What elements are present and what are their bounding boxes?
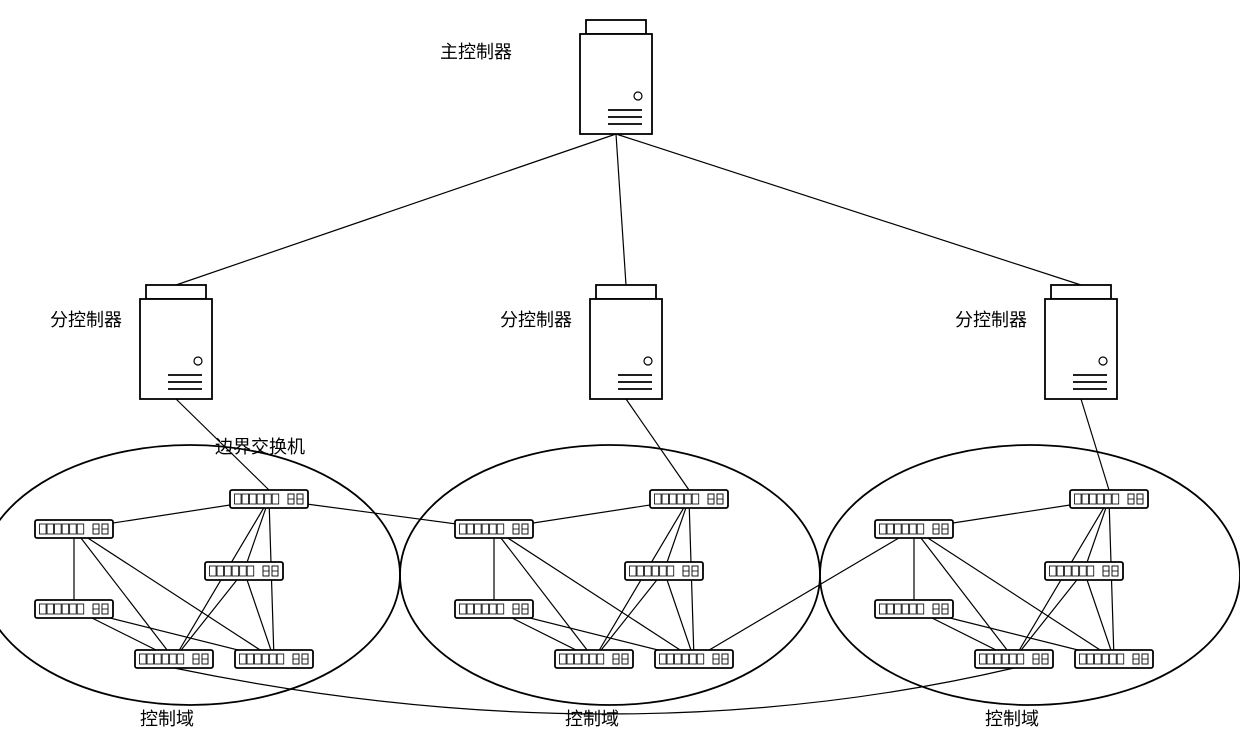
edge-master-sub1 xyxy=(176,134,616,285)
domain-1-s1 xyxy=(35,520,113,538)
label-border_switch: 边界交换机 xyxy=(215,437,305,457)
domain-2-s5 xyxy=(555,650,633,668)
domain-3-s5 xyxy=(975,650,1053,668)
label-sub3: 分控制器 xyxy=(955,310,1027,330)
domain-3-edge-s1-s5 xyxy=(914,529,1014,659)
domain-2-s3 xyxy=(625,562,703,580)
domain-1-s6 xyxy=(235,650,313,668)
domain-3-edge-s1-s6 xyxy=(914,529,1114,659)
domain-1-s2 xyxy=(230,490,308,508)
domain-3-s1 xyxy=(875,520,953,538)
edge-master-sub2 xyxy=(616,134,626,285)
label-domain2: 控制域 xyxy=(565,709,619,729)
long-arc-d0s5-d2s5 xyxy=(174,668,1014,714)
domain-3-s6 xyxy=(1075,650,1153,668)
xedge-d1s6-d2s1 xyxy=(694,529,914,659)
domain-1-edge-s1-s6 xyxy=(74,529,274,659)
domain-1-s4 xyxy=(35,600,113,618)
domain-1-s5 xyxy=(135,650,213,668)
domain-1-edge-s1-s5 xyxy=(74,529,174,659)
label-master: 主控制器 xyxy=(440,42,512,62)
domain-1-edge-s3-s5 xyxy=(174,571,244,659)
network-diagram: 主控制器分控制器 分控制器 分控制器边界交换机控制域 控制域 控制域 xyxy=(0,0,1240,741)
domain-2-edge-s1-s5 xyxy=(494,529,594,659)
server-sub3 xyxy=(1045,285,1117,399)
domain-2-edge-s3-s6 xyxy=(664,571,694,659)
domain-1-edge-s3-s6 xyxy=(244,571,274,659)
domain-1-s3 xyxy=(205,562,283,580)
domain-2-edge-s3-s5 xyxy=(594,571,664,659)
label-sub2: 分控制器 xyxy=(500,310,572,330)
server-sub2 xyxy=(590,285,662,399)
domain-3-s4 xyxy=(875,600,953,618)
domain-2-s1 xyxy=(455,520,533,538)
domain-2-edge-s1-s6 xyxy=(494,529,694,659)
edges-layer xyxy=(74,134,1114,714)
domain-2-s2 xyxy=(650,490,728,508)
label-sub1: 分控制器 xyxy=(50,310,122,330)
domain-3-edge-s3-s5 xyxy=(1014,571,1084,659)
domain-3-edge-s3-s6 xyxy=(1084,571,1114,659)
label-domain3: 控制域 xyxy=(985,709,1039,729)
edge-sub2-d1s2 xyxy=(626,399,689,490)
server-master xyxy=(580,20,652,134)
edge-sub3-d2s2 xyxy=(1081,399,1109,490)
label-domain1: 控制域 xyxy=(140,709,194,729)
edge-master-sub3 xyxy=(616,134,1081,285)
domain-3-s2 xyxy=(1070,490,1148,508)
domain-2-s4 xyxy=(455,600,533,618)
server-sub1 xyxy=(140,285,212,399)
domain-3-s3 xyxy=(1045,562,1123,580)
domain-2-s6 xyxy=(655,650,733,668)
